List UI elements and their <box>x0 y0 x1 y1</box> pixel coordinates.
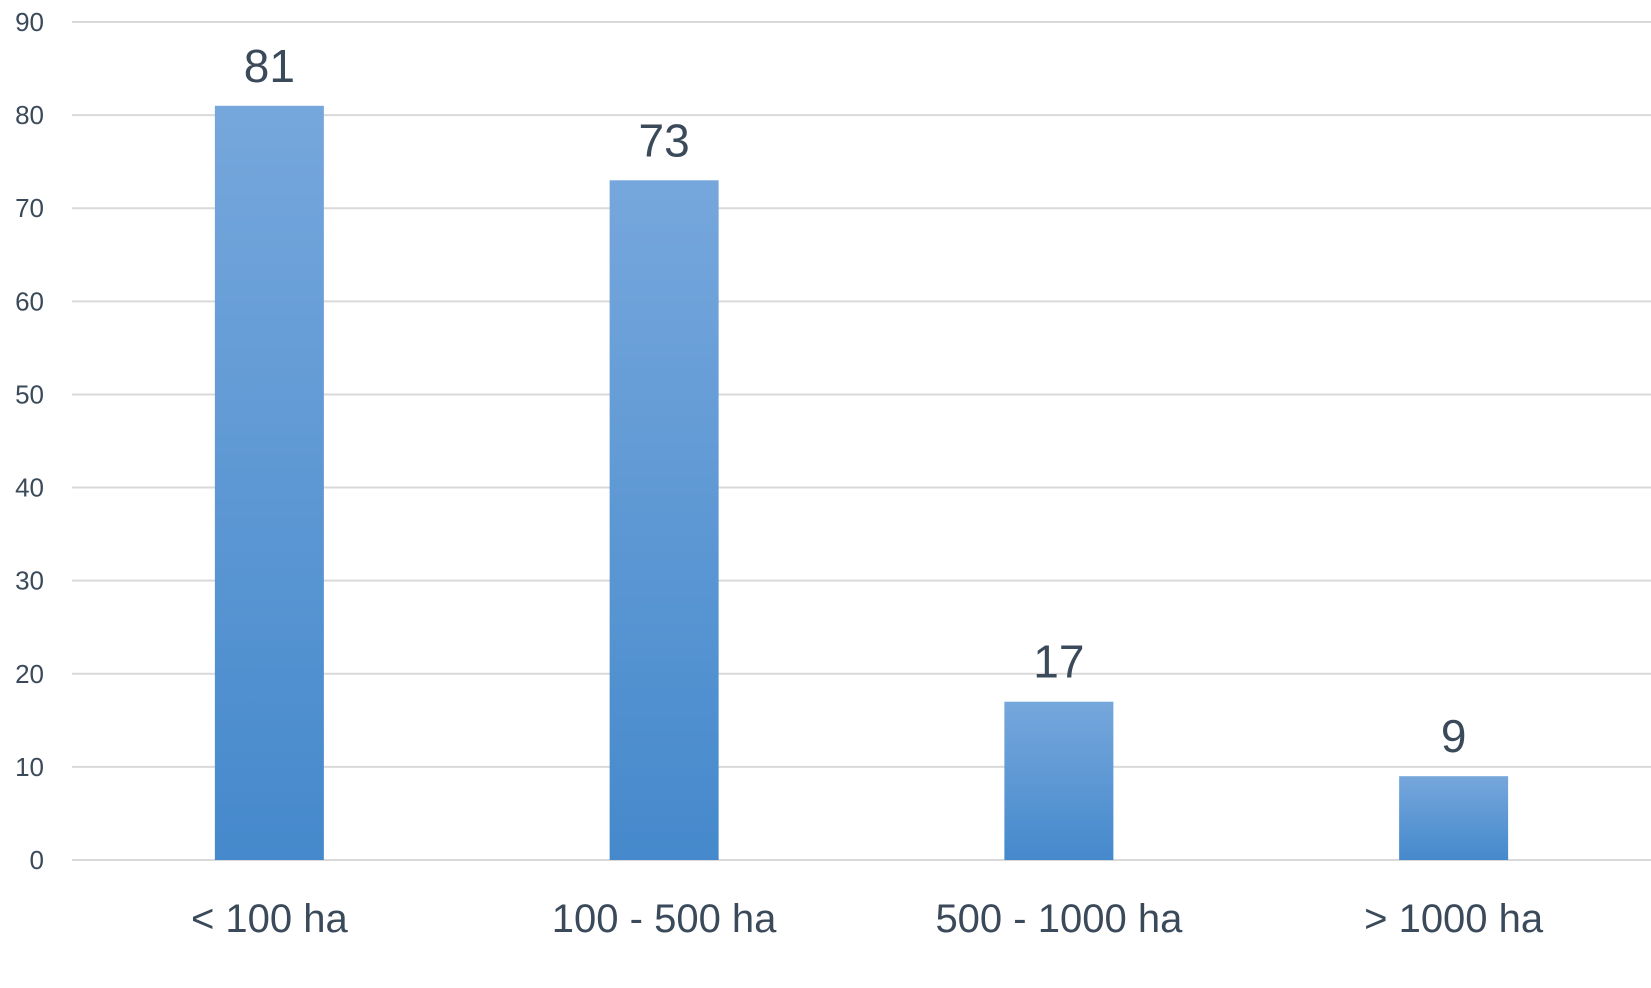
bar <box>609 180 719 861</box>
data-labels: 81 73 17 9 <box>244 40 1467 762</box>
y-tick-label: 20 <box>15 659 44 689</box>
x-tick-label: < 100 ha <box>191 897 349 941</box>
x-tick-label: 100 - 500 ha <box>552 897 777 941</box>
x-tick-label: > 1000 ha <box>1364 897 1544 941</box>
y-tick-label: 40 <box>15 473 44 503</box>
data-label: 81 <box>244 40 295 92</box>
data-label: 9 <box>1441 710 1467 762</box>
bar <box>1399 776 1509 860</box>
y-tick-label: 80 <box>15 100 44 130</box>
data-label: 17 <box>1033 636 1084 688</box>
x-tick-label: 500 - 1000 ha <box>935 897 1183 941</box>
gridlines <box>72 21 1651 861</box>
y-tick-label: 50 <box>15 379 44 409</box>
y-tick-label: 90 <box>15 7 44 37</box>
y-tick-label: 10 <box>15 752 44 782</box>
bars <box>214 105 1509 861</box>
bar <box>1004 701 1114 860</box>
y-axis-ticks: 0 10 20 30 40 50 60 70 80 90 <box>15 7 44 875</box>
bar <box>214 105 324 861</box>
y-tick-label: 0 <box>30 845 44 875</box>
x-axis-ticks: < 100 ha 100 - 500 ha 500 - 1000 ha > 1000 … <box>191 897 1544 941</box>
y-tick-label: 70 <box>15 193 44 223</box>
y-tick-label: 60 <box>15 286 44 316</box>
y-tick-label: 30 <box>15 566 44 596</box>
data-label: 73 <box>639 114 690 166</box>
